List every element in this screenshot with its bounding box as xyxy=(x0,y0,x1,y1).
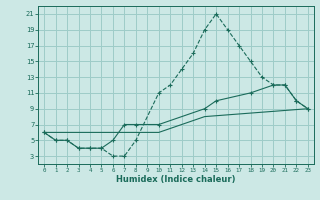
X-axis label: Humidex (Indice chaleur): Humidex (Indice chaleur) xyxy=(116,175,236,184)
